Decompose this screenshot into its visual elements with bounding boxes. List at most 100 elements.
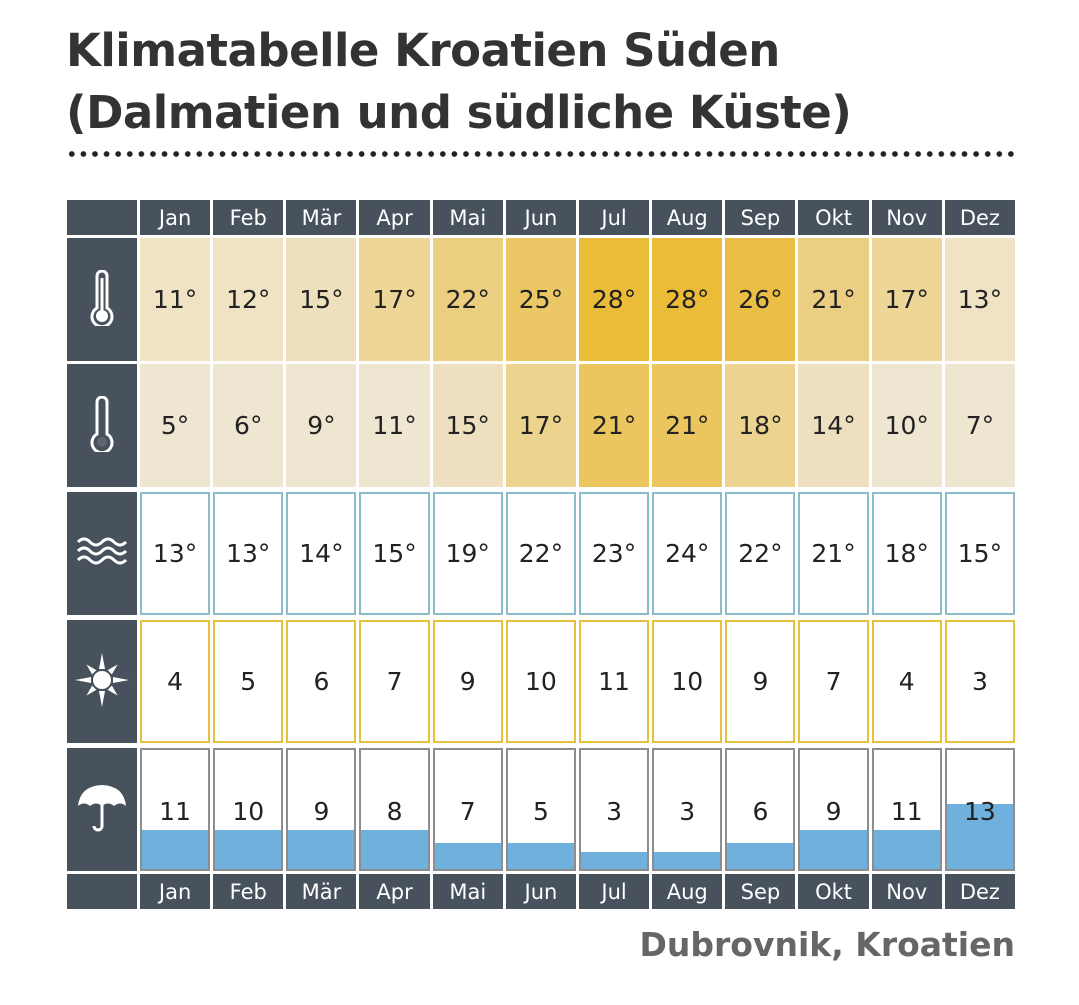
data-cell-sun_hours: 9 [432,620,503,743]
cell-value: 10 [884,411,917,440]
cell-value: 13 [957,285,990,314]
degree-unit: ° [989,285,1003,314]
month-header: Mär [286,200,357,235]
title-line-2: (Dalmatien und südliche Küste) [66,86,852,139]
cell-value: 10 [525,667,557,696]
data-cell-max_temp: 22 ° [432,238,503,361]
degree-unit: ° [843,411,856,440]
month-header: Okt [798,874,869,909]
month-header: Okt [798,200,869,235]
month-header: Apr [359,874,430,909]
data-cell-max_temp: 28 ° [652,238,723,361]
cell-value: 5 [240,667,257,696]
degree-unit: ° [249,411,263,440]
data-cell-min_temp: 15 ° [432,364,503,487]
data-cell-min_temp: 18 ° [725,364,796,487]
cell-value: 8 [386,797,403,826]
data-cell-sun_hours: 11 [578,620,650,743]
cell-value: 28 [665,285,697,314]
cell-value: 18 [884,539,917,568]
degree-unit: ° [323,411,336,440]
degree-unit: ° [623,539,637,568]
data-cell-sun_hours: 4 [140,620,211,743]
cell-value: 17 [518,411,551,440]
month-header: Apr [359,200,430,235]
cell-value: 6 [313,667,330,696]
cell-value: 17 [884,285,917,314]
month-header: Jun [505,200,576,235]
month-header: Jun [505,874,576,909]
degree-unit: ° [989,539,1003,568]
data-cell-rain_days: 11 [871,748,942,871]
data-cell-sun_hours: 10 [652,620,723,743]
cell-value: 22 [445,285,478,314]
row-label-water_temp [67,492,137,615]
data-cell-max_temp: 21 ° [798,238,869,361]
cell-value: 9 [459,667,476,696]
month-header: Nov [871,874,942,909]
cell-value: 11 [159,797,191,826]
degree-unit: ° [916,411,929,440]
data-cell-sun_hours: 5 [213,620,284,743]
degree-unit: ° [696,539,710,568]
degree-unit: ° [550,285,564,314]
data-cell-water_temp: 22 ° [725,492,796,615]
data-cell-rain_days: 9 [798,748,869,871]
cell-value: 21 [811,285,844,314]
data-cell-max_temp: 13 ° [944,238,1015,361]
cell-value: 5 [532,797,549,826]
row-label-rain_days [67,748,137,871]
data-cell-water_temp: 19 ° [432,492,503,615]
rain-bar [800,829,867,869]
title-line-1: Klimatabelle Kroatien Süden [66,24,780,77]
data-cell-min_temp: 21 ° [652,364,723,487]
rain-bar [946,803,1013,869]
cell-value: 11 [598,667,630,696]
cell-value: 21 [591,411,624,440]
degree-unit: ° [184,285,198,314]
data-cell-rain_days: 13 [944,748,1015,871]
month-header: Jul [578,874,650,909]
data-cell-rain_days: 11 [140,748,211,871]
degree-unit: ° [404,539,417,568]
data-cell-rain_days: 8 [359,748,430,871]
cell-value: 26 [738,285,771,314]
cell-value: 4 [898,667,915,696]
data-cell-water_temp: 13 ° [140,492,211,615]
cell-value: 17 [372,285,405,314]
month-header: Jan [140,200,211,235]
degree-unit: ° [477,411,490,440]
cell-value: 4 [167,667,184,696]
degree-unit: ° [623,411,637,440]
degree-unit: ° [257,539,271,568]
data-cell-max_temp: 17 ° [359,238,430,361]
cell-value: 6 [752,797,769,826]
cell-value: 9 [825,797,842,826]
sun-icon [73,651,131,713]
data-cell-sun_hours: 3 [944,620,1015,743]
data-cell-min_temp: 5 ° [140,364,211,487]
header-corner [67,874,137,909]
rain-bar [434,842,501,869]
cell-value: 15 [372,539,405,568]
rain-bar [507,842,574,869]
data-cell-min_temp: 14 ° [798,364,869,487]
cell-value: 5 [160,411,177,440]
header-corner [67,200,137,235]
data-cell-water_temp: 23 ° [578,492,650,615]
rain-bar [361,829,428,869]
degree-unit: ° [550,539,564,568]
cell-value: 7 [459,797,476,826]
cell-value: 3 [606,797,623,826]
waves-icon [76,537,128,571]
degree-unit: ° [623,285,637,314]
data-cell-water_temp: 24 ° [652,492,723,615]
data-cell-sun_hours: 4 [871,620,942,743]
cell-value: 19 [445,539,478,568]
cell-value: 9 [752,667,769,696]
rain-bar [654,852,721,869]
degree-unit: ° [550,411,564,440]
dotted-divider [66,150,1016,158]
data-cell-sun_hours: 10 [505,620,576,743]
degree-unit: ° [770,539,783,568]
